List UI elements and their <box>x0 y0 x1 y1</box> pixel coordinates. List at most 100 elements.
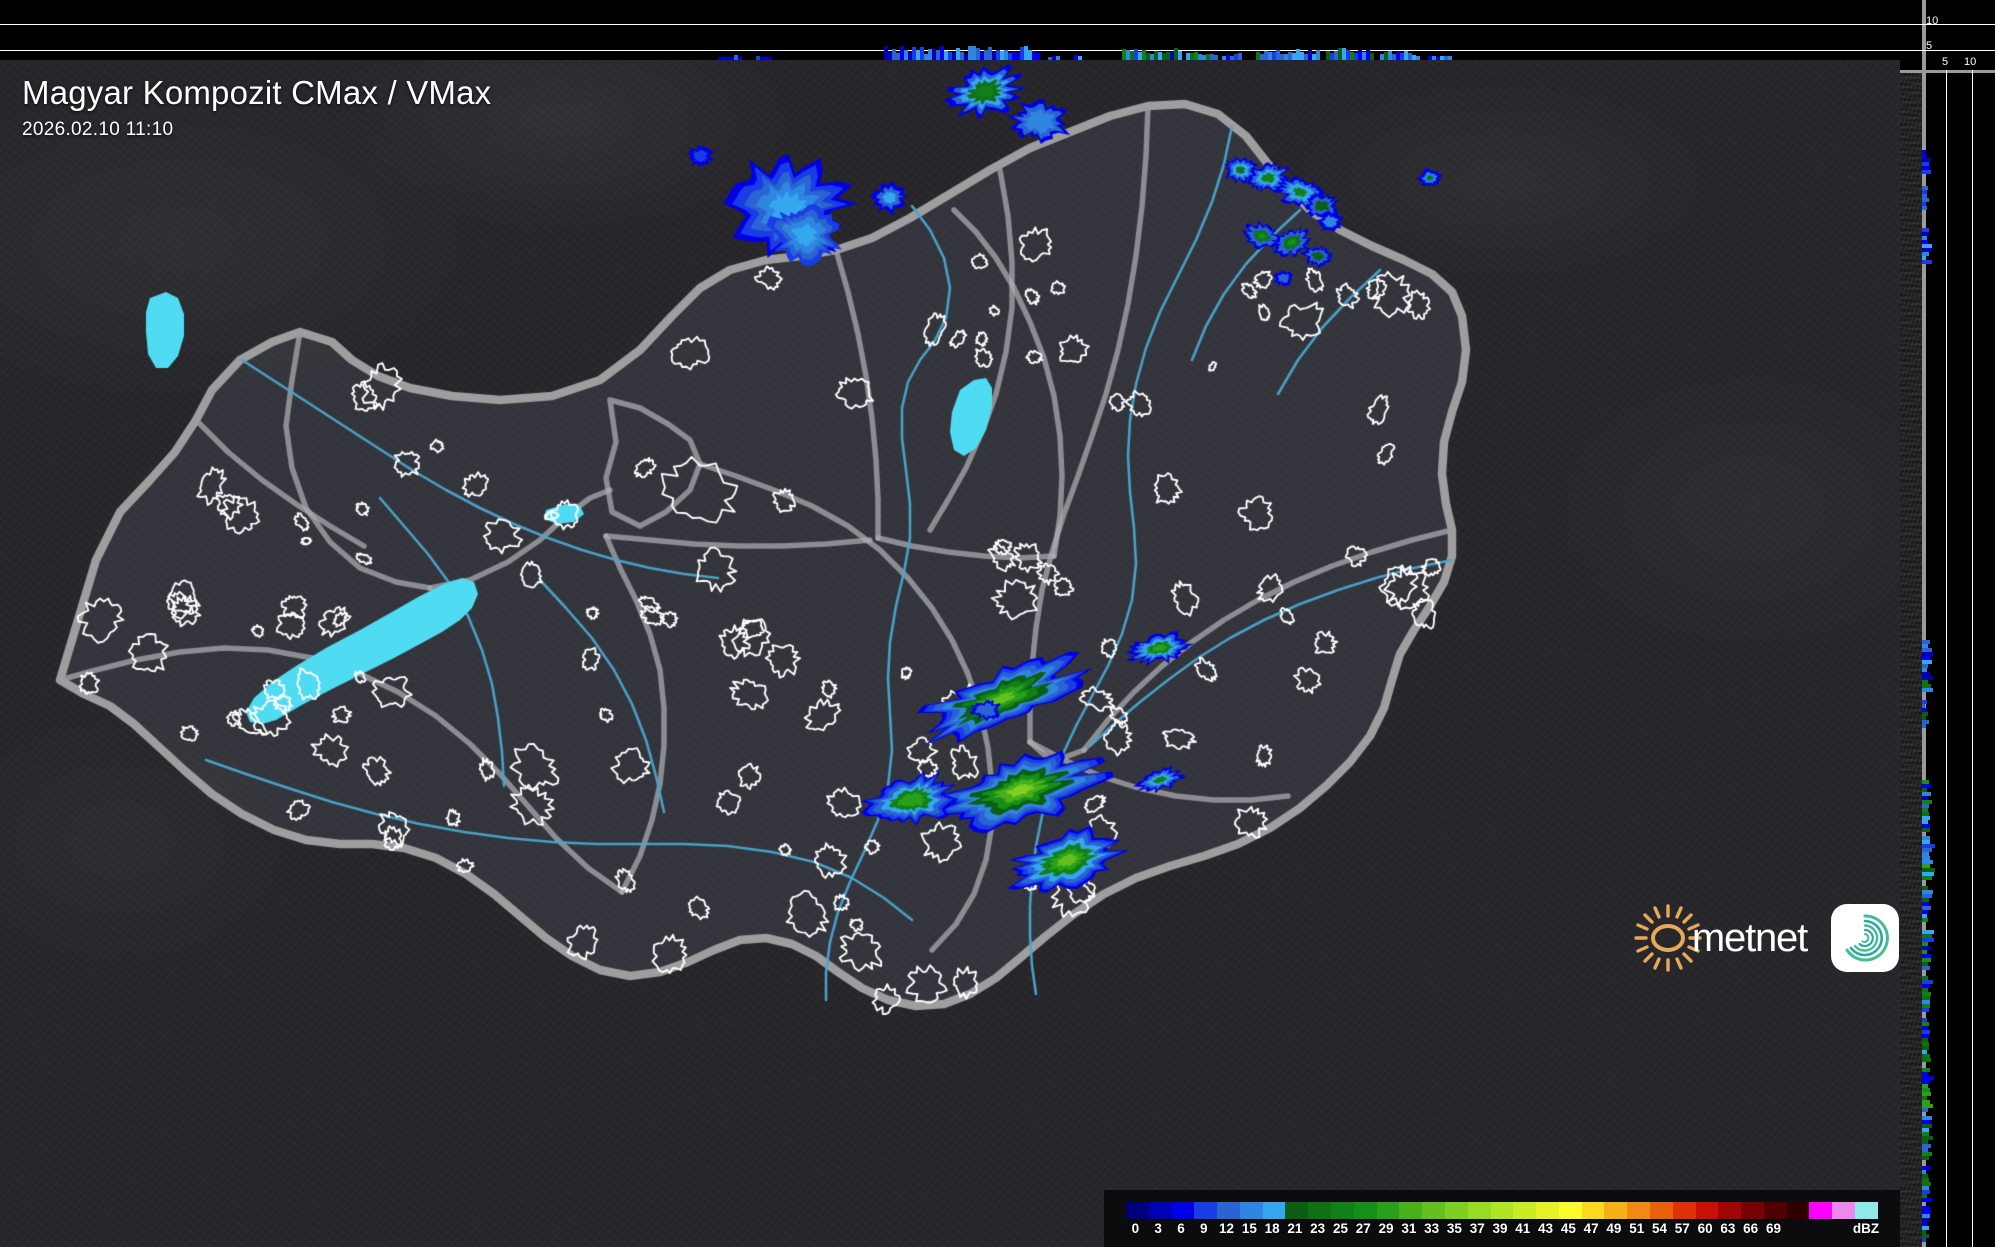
echo-pixel <box>1284 54 1288 60</box>
echo-pixel <box>1922 784 1931 788</box>
echo-pixel <box>952 53 956 60</box>
echo-pixel <box>1922 898 1929 902</box>
echo-pixel <box>1922 1058 1931 1062</box>
echo-pixel <box>1256 52 1260 60</box>
color-swatch <box>1490 1202 1514 1219</box>
echo-pixel <box>1922 980 1933 984</box>
color-scale-tick: 54 <box>1651 1221 1668 1236</box>
echo-pixel <box>1922 820 1928 824</box>
echo-pixel <box>1922 828 1930 832</box>
echo-pixel <box>1238 53 1242 60</box>
echo-pixel <box>1166 52 1170 60</box>
echo-pixel <box>1922 1166 1931 1170</box>
echo-pixel <box>1922 1140 1928 1144</box>
echo-pixel <box>1334 51 1338 60</box>
map-vector-layer <box>0 60 1900 1247</box>
echo-pixel <box>1922 804 1929 808</box>
echo-pixel <box>1198 54 1202 60</box>
echo-pixel <box>1922 640 1930 644</box>
color-scale-tick: 47 <box>1583 1221 1599 1236</box>
echo-pixel <box>1150 54 1154 60</box>
echo-pixel <box>1922 150 1926 154</box>
echo-pixel <box>1922 872 1934 876</box>
echo-pixel <box>1922 1104 1933 1108</box>
color-swatch <box>1695 1202 1719 1219</box>
echo-pixel <box>1922 716 1926 720</box>
echo-pixel <box>1922 1238 1926 1242</box>
echo-pixel <box>904 50 908 60</box>
echo-pixel <box>1922 660 1932 664</box>
echo-pixel <box>1020 47 1024 60</box>
echo-pixel <box>1194 52 1198 60</box>
echo-pixel <box>1922 984 1930 988</box>
echo-pixel <box>1158 52 1162 60</box>
color-swatch <box>1763 1202 1787 1219</box>
echo-pixel <box>1922 856 1930 860</box>
echo-pixel <box>1922 1018 1927 1022</box>
echo-pixel <box>1304 54 1308 60</box>
color-scale-tick: 6 <box>1177 1221 1185 1236</box>
echo-pixel <box>956 48 960 60</box>
color-swatch <box>1741 1202 1764 1219</box>
top-gridline <box>0 24 1900 25</box>
echo-pixel <box>1300 52 1304 60</box>
right-panel-separator <box>1922 0 1926 1247</box>
color-swatch <box>1285 1202 1309 1219</box>
echo-pixel <box>1922 1174 1928 1178</box>
color-swatch <box>1217 1202 1240 1219</box>
color-scale-tick: 27 <box>1355 1221 1371 1236</box>
echo-pixel <box>1922 868 1935 872</box>
radar-map[interactable] <box>0 60 1900 1247</box>
echo-pixel <box>764 57 768 60</box>
echo-pixel <box>1922 1148 1928 1152</box>
echo-pixel <box>980 52 984 60</box>
echo-pixel <box>1922 1080 1930 1084</box>
echo-pixel <box>1056 56 1060 60</box>
echo-pixel <box>1126 50 1130 60</box>
metnet-logo[interactable]: metnet <box>1634 904 1899 972</box>
spiral-app-icon <box>1845 914 1889 962</box>
echo-pixel <box>1922 1182 1931 1186</box>
color-scale-ticks: 0 3 6 9 12 15 18 21 23 25 27 29 31 33 35 37 39 41 43 45 47 49… <box>1126 1221 1879 1241</box>
echo-pixel <box>884 46 888 60</box>
echo-pixel <box>1922 930 1934 934</box>
echo-pixel <box>1074 55 1078 60</box>
echo-pixel <box>1922 232 1929 236</box>
echo-pixel <box>1922 910 1928 914</box>
echo-pixel <box>1922 712 1928 716</box>
echo-pixel <box>900 46 904 60</box>
echo-pixel <box>730 57 734 60</box>
echo-pixel <box>1922 1108 1928 1112</box>
vmax-v-axis-tick-5: 5 <box>1926 40 1933 52</box>
echo-pixel <box>1922 688 1933 692</box>
echo-pixel <box>1922 988 1928 992</box>
echo-pixel <box>1922 228 1929 232</box>
color-scale-tick: 21 <box>1287 1221 1303 1236</box>
echo-pixel <box>1922 680 1928 684</box>
echo-pixel <box>1922 890 1933 894</box>
echo-pixel <box>1260 54 1264 60</box>
echo-pixel <box>1032 51 1036 60</box>
echo-pixel <box>1922 664 1928 668</box>
echo-pixel <box>1206 54 1210 60</box>
app-icon-tile[interactable] <box>1831 904 1899 972</box>
echo-pixel <box>1922 1050 1927 1054</box>
echo-pixel <box>1226 55 1230 60</box>
echo-pixel <box>1330 53 1334 60</box>
echo-pixel <box>1186 53 1190 60</box>
echo-pixel <box>1922 906 1931 910</box>
echo-pixel <box>1436 57 1440 60</box>
echo-pixel <box>1922 848 1932 852</box>
echo-pixel <box>1380 54 1384 60</box>
echo-pixel <box>1448 56 1452 60</box>
echo-pixel <box>948 52 952 60</box>
echo-pixel <box>1922 808 1928 812</box>
echo-pixel <box>1922 780 1929 784</box>
top-gridline <box>0 50 1900 51</box>
echo-pixel <box>1292 53 1296 60</box>
color-swatch <box>1672 1202 1696 1219</box>
echo-pixel <box>1922 644 1928 648</box>
color-swatch <box>1444 1202 1468 1219</box>
vmax-top-cross-section <box>0 0 1900 60</box>
echo-pixel <box>1016 53 1020 60</box>
